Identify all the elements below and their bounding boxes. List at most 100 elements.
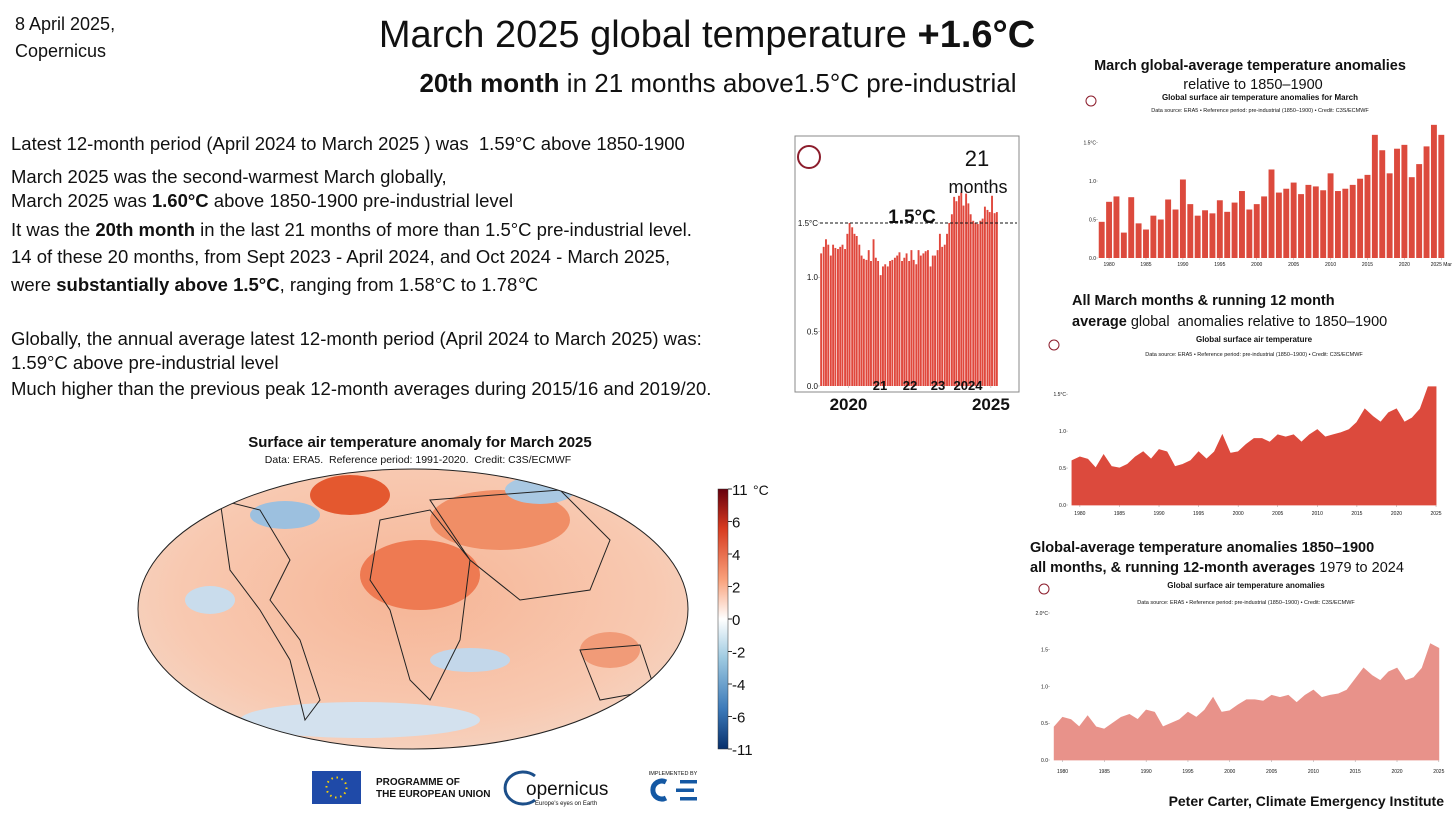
- colorbar-unit: °C: [753, 482, 769, 498]
- colorbar-label: -6: [732, 710, 745, 727]
- bar: [1416, 164, 1423, 258]
- bar: [969, 214, 972, 386]
- bar: [889, 261, 892, 386]
- bar: [1216, 200, 1223, 258]
- x-tick-label: 2020: [1391, 511, 1402, 517]
- text-segment: 14 of these 20 months, from Sept 2023 - …: [11, 246, 670, 267]
- x-tick-label: 2000: [1251, 262, 1262, 268]
- x-tick-label: 2010: [1308, 769, 1319, 775]
- y-tick-label: 0.5: [807, 327, 819, 336]
- x-tick-label: 1985: [1140, 262, 1151, 268]
- bar: [820, 253, 823, 386]
- caption: Global-average temperature anomalies 185…: [1030, 540, 1374, 556]
- bar: [1401, 144, 1408, 258]
- colorbar-label: 0: [732, 612, 740, 629]
- text-segment: 1.59°C above pre-industrial level: [11, 352, 279, 373]
- bar: [893, 257, 896, 386]
- bar: [1246, 209, 1253, 258]
- bar: [1305, 184, 1312, 258]
- bar: [948, 222, 951, 386]
- text-segment: March 2025 was: [11, 190, 152, 211]
- colorbar-label: -2: [732, 645, 745, 662]
- text-segment: in 21 months above1.5°C pre-industrial: [560, 68, 1017, 98]
- colorbar: [717, 488, 729, 750]
- bar: [1120, 232, 1127, 258]
- bar: [1371, 134, 1378, 258]
- bar: [1342, 188, 1349, 258]
- bar: [1334, 191, 1341, 258]
- copernicus-text: opernicus: [526, 779, 608, 800]
- bar: [972, 220, 975, 386]
- chart-title: Global surface air temperature anomalies…: [1162, 93, 1358, 102]
- y-tick-label: 0.0: [1041, 758, 1048, 764]
- bar: [938, 233, 941, 386]
- bar: [912, 259, 915, 386]
- y-tick-label: 0.0: [807, 382, 819, 391]
- bar: [841, 244, 844, 386]
- body-line: 14 of these 20 months, from Sept 2023 - …: [11, 246, 670, 267]
- bar: [862, 258, 865, 386]
- text-segment: , ranging from 1.58°C to 1.78℃: [280, 274, 539, 295]
- chart-title: Global surface air temperature anomalies: [1167, 581, 1325, 590]
- y-tick-label: 1.0: [1041, 684, 1048, 690]
- text-segment: Globally, the annual average latest 12-m…: [11, 328, 702, 349]
- bar: [910, 250, 913, 386]
- bar: [1430, 124, 1437, 258]
- bar: [1394, 148, 1400, 258]
- bar: [1172, 209, 1179, 258]
- copernicus-tagline: Europe's eyes on Earth: [535, 801, 597, 807]
- bar: [839, 246, 842, 386]
- bar: [829, 255, 832, 386]
- text-segment: March 2025 was the second-warmest March …: [11, 166, 447, 187]
- x-tick-label: 1995: [1193, 511, 1204, 517]
- bar: [834, 247, 837, 386]
- x-tick-label: 2010: [1312, 511, 1323, 517]
- bar: [1364, 174, 1371, 258]
- bar: [1165, 199, 1172, 258]
- implemented-text: IMPLEMENTED BY: [649, 771, 698, 777]
- bar: [874, 257, 877, 386]
- x-tick-label: 1995: [1214, 262, 1225, 268]
- bar: [1298, 194, 1304, 258]
- bar: [931, 255, 934, 386]
- text-segment: 1.60°C: [152, 190, 209, 211]
- x-tick-label: 1990: [1141, 769, 1152, 775]
- bar: [1408, 177, 1415, 258]
- x-tick-label: 2025: [1433, 769, 1444, 775]
- x-tick-label: 1980: [1074, 511, 1085, 517]
- y-tick-label: 0.5: [1059, 466, 1066, 472]
- text-segment: average: [1072, 314, 1127, 330]
- text-segment: 20th month: [95, 219, 195, 240]
- bar: [860, 255, 863, 386]
- bar: [1239, 191, 1245, 258]
- bar: [917, 250, 920, 386]
- x-tick-label: 1985: [1099, 769, 1110, 775]
- bar: [908, 261, 911, 386]
- bar: [1275, 192, 1282, 258]
- x-tick-label: 2005: [1288, 262, 1299, 268]
- bar: [853, 233, 856, 386]
- eu-text: PROGRAMME OF: [376, 777, 460, 788]
- annotation: 21: [965, 146, 989, 171]
- map-title: Surface air temperature anomaly for Marc…: [248, 434, 591, 451]
- caption: all months, & running 12-month averages …: [1030, 560, 1404, 576]
- body-line: March 2025 was 1.60°C above 1850-1900 pr…: [11, 190, 513, 211]
- y-tick-label: 1.0: [807, 273, 819, 282]
- chart-subtitle: Data source: ERA5 • Reference period: pr…: [1137, 600, 1355, 606]
- c3s-logo: [797, 95, 1097, 595]
- y-tick-label: 0.0: [1089, 256, 1096, 262]
- bar: [955, 201, 958, 386]
- x-tick-label: 2010: [1325, 262, 1336, 268]
- bar: [1135, 223, 1142, 258]
- bar: [879, 275, 882, 386]
- map: [138, 469, 688, 749]
- bar: [950, 214, 953, 386]
- text-segment: 20th month: [419, 68, 559, 98]
- colorbar-label: 11: [732, 482, 748, 499]
- bar: [1209, 213, 1216, 258]
- colorbar-label: 6: [732, 515, 740, 532]
- bar: [822, 246, 825, 386]
- bar: [884, 264, 887, 386]
- bar: [1194, 215, 1201, 258]
- y-tick-label: 0.0: [1059, 503, 1066, 509]
